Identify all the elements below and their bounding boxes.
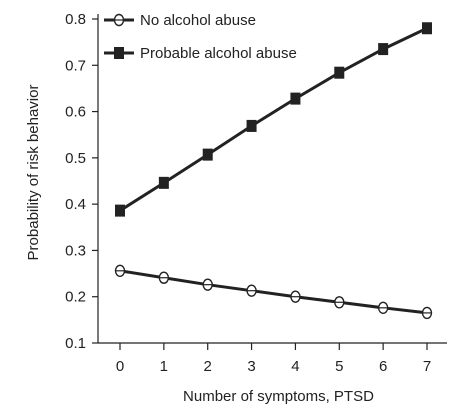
legend: No alcohol abuse Probable alcohol abuse (104, 12, 297, 62)
series-probable-alcohol-abuse (115, 22, 432, 217)
legend-marker-square (114, 47, 124, 59)
data-point-square (334, 66, 345, 79)
x-tick-label: 0 (116, 358, 124, 375)
series-line (119, 269, 428, 315)
x-axis-ticks: 0 1 2 3 4 5 6 7 (116, 343, 431, 375)
x-tick-label: 6 (379, 358, 387, 375)
y-tick-label: 0.1 (65, 335, 86, 352)
data-point-square (246, 119, 257, 132)
data-point-square (202, 148, 213, 161)
y-tick-label: 0.6 (65, 104, 86, 121)
x-tick-label: 5 (335, 358, 343, 375)
data-point-square (378, 43, 389, 56)
data-point-square (422, 22, 432, 35)
series-line (119, 26, 428, 212)
x-tick-label: 1 (160, 358, 168, 375)
y-tick-label: 0.2 (65, 289, 86, 306)
y-tick-label: 0.5 (65, 150, 86, 167)
y-tick-label: 0.8 (65, 11, 86, 28)
y-axis-title: Probability of risk behavior (25, 85, 42, 261)
data-point-square (290, 92, 301, 105)
series-layer (114, 22, 433, 320)
y-tick-label: 0.3 (65, 242, 86, 259)
x-tick-label: 2 (204, 358, 212, 375)
y-tick-label: 0.4 (65, 196, 86, 213)
x-tick-label: 7 (423, 358, 431, 375)
x-tick-label: 3 (247, 358, 255, 375)
series-no-alcohol-abuse (114, 264, 433, 320)
legend-item: No alcohol abuse (104, 12, 256, 29)
y-axis-ticks: 0.1 0.2 0.3 0.4 0.5 0.6 0.7 0.8 (65, 11, 98, 352)
data-point-square (158, 176, 169, 189)
data-point-square (115, 204, 125, 217)
legend-label: No alcohol abuse (140, 12, 256, 29)
legend-label: Probable alcohol abuse (140, 45, 297, 62)
x-axis-title: Number of symptoms, PTSD (183, 388, 374, 405)
axes (97, 14, 447, 344)
legend-item: Probable alcohol abuse (104, 45, 297, 62)
x-tick-label: 4 (291, 358, 299, 375)
y-tick-label: 0.7 (65, 57, 86, 74)
